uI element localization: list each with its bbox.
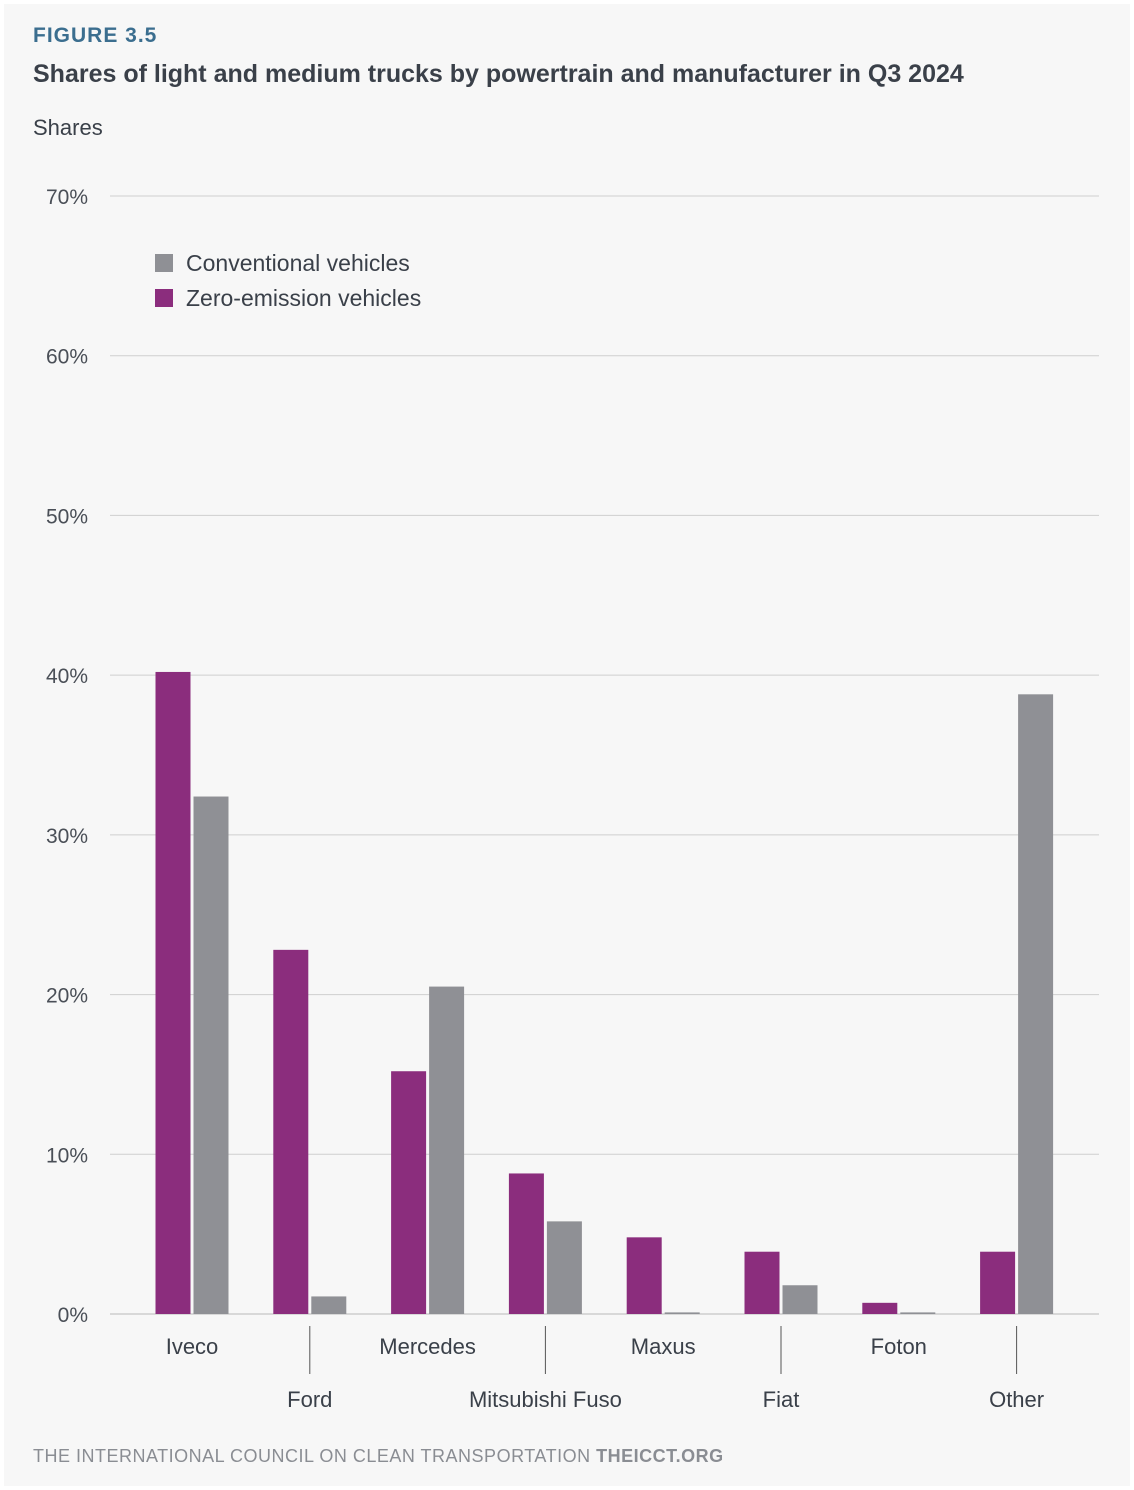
y-tick-label: 0% [58,1304,88,1327]
y-tick-label: 50% [46,505,88,528]
y-tick-label: 40% [46,665,88,688]
bar-conventional-mitsubishi-fuso [546,1221,582,1314]
bar-conventional-maxus [664,1312,700,1314]
y-tick-label: 10% [46,1144,88,1167]
y-tick-label: 20% [46,985,88,1008]
gridlines [110,195,1099,1315]
y-tick-label: 30% [46,825,88,848]
bar-conventional-other [1018,694,1054,1314]
x-category-label: Maxus [631,1334,696,1359]
y-tick-label: 70% [46,186,88,209]
bar-chart: 0% 10% 20% 30% 40% 50% 60% 70% Iveco Ford Mercede… [46,186,1099,1412]
footer-site: THEICCT.ORG [596,1446,724,1466]
x-category-label: Mitsubishi Fuso [469,1387,622,1412]
legend-swatch [155,289,173,307]
x-category-label: Foton [871,1334,927,1359]
x-category-label: Other [989,1387,1044,1412]
chart-title: Shares of light and medium trucks by pow… [33,60,964,88]
figure-label: FIGURE 3.5 [33,24,158,47]
bar-conventional-fiat [782,1285,818,1314]
x-category-label: Iveco [166,1334,219,1359]
y-axis-ticks: 0% 10% 20% 30% 40% 50% 60% 70% [46,186,88,1327]
bar-zero-emission-ford [273,949,309,1314]
bar-zero-emission-mercedes [391,1071,427,1314]
bar-zero-emission-fiat [744,1251,780,1314]
y-axis-label: Shares [33,115,103,140]
footer: THE INTERNATIONAL COUNCIL ON CLEAN TRANS… [33,1446,724,1467]
bar-zero-emission-iveco [155,671,191,1314]
legend: Conventional vehicles Zero-emission vehic… [155,250,421,311]
legend-label: Zero-emission vehicles [186,285,421,311]
bar-zero-emission-maxus [626,1237,662,1314]
bar-conventional-ford [311,1296,347,1314]
x-category-label: Mercedes [379,1334,476,1359]
bar-conventional-foton [900,1312,936,1314]
y-tick-label: 60% [46,346,88,369]
legend-label: Conventional vehicles [186,250,410,276]
x-category-label: Ford [287,1387,332,1412]
bar-zero-emission-foton [862,1302,898,1314]
bars [155,671,1054,1314]
x-axis-categories: Iveco Ford Mercedes Mitsubishi Fuso Maxus Fia… [166,1326,1044,1412]
x-category-label: Fiat [763,1387,800,1412]
bar-zero-emission-mitsubishi-fuso [508,1173,544,1314]
bar-conventional-iveco [193,796,229,1314]
bar-conventional-mercedes [429,986,465,1314]
footer-org: THE INTERNATIONAL COUNCIL ON CLEAN TRANS… [33,1446,591,1466]
bar-zero-emission-other [980,1251,1016,1314]
legend-swatch [155,254,173,272]
